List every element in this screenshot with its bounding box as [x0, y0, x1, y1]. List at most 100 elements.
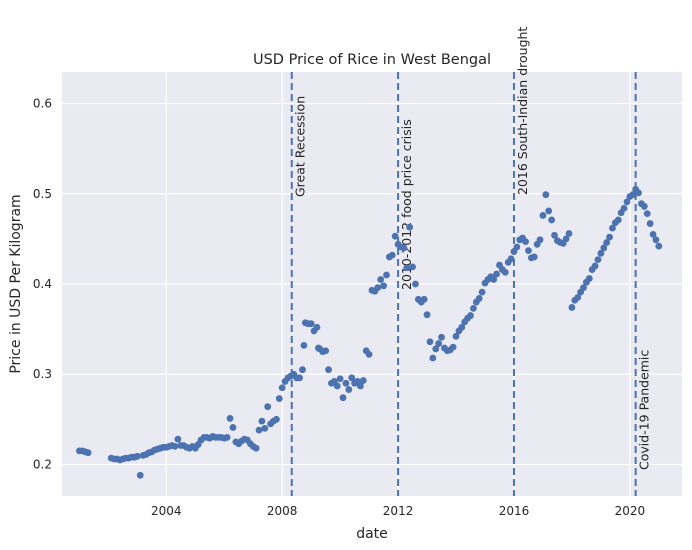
data-point	[609, 224, 616, 232]
data-point	[255, 426, 263, 434]
data-point	[307, 320, 315, 328]
data-point	[226, 415, 234, 422]
data-point	[551, 231, 558, 239]
x-tick-label: 2004	[151, 504, 182, 518]
data-point	[339, 394, 347, 402]
data-point	[594, 256, 602, 264]
data-point	[649, 230, 657, 238]
data-point	[501, 268, 509, 276]
data-point	[423, 311, 431, 319]
data-point	[278, 384, 286, 392]
data-point	[357, 382, 364, 390]
data-point	[513, 243, 521, 251]
data-point	[409, 263, 416, 271]
data-point	[383, 271, 390, 279]
data-point	[539, 212, 547, 219]
data-point	[614, 216, 622, 224]
event-label: Great Recession	[293, 96, 308, 197]
data-point	[426, 338, 434, 346]
x-tick-label: 2020	[615, 504, 646, 518]
data-point	[507, 255, 515, 263]
data-point	[548, 216, 556, 224]
data-point	[296, 374, 303, 382]
event-label: Covid-19 Pandemic	[637, 350, 652, 470]
x-tick-label: 2012	[383, 504, 414, 518]
data-point	[388, 251, 396, 259]
y-tick-label: 0.5	[33, 187, 52, 201]
data-point	[345, 386, 353, 393]
y-tick-label: 0.3	[33, 367, 52, 381]
data-point	[377, 276, 385, 283]
data-point	[272, 415, 280, 423]
data-point	[580, 284, 587, 292]
data-point	[643, 210, 651, 218]
data-point	[591, 262, 599, 270]
data-point	[342, 379, 350, 387]
data-point	[406, 223, 414, 231]
x-tick-label: 2008	[267, 504, 298, 518]
chart-title: USD Price of Rice in West Bengal	[253, 52, 491, 68]
data-point	[336, 375, 344, 383]
data-point	[585, 275, 593, 282]
data-point	[542, 191, 550, 199]
data-point	[133, 452, 141, 460]
data-point	[600, 244, 608, 252]
data-point	[400, 244, 408, 252]
data-point	[380, 282, 387, 290]
data-point	[229, 424, 237, 431]
data-point	[223, 433, 231, 441]
data-point	[325, 366, 332, 374]
data-point	[640, 203, 648, 210]
data-point	[348, 374, 356, 382]
data-point	[452, 332, 460, 340]
data-point	[435, 340, 443, 347]
data-point	[365, 350, 373, 358]
data-point	[458, 323, 466, 331]
x-axis-ticks: 2004 2008 2012 2016 2020	[151, 504, 645, 518]
data-point	[258, 417, 266, 425]
data-point	[299, 366, 306, 374]
data-point	[322, 347, 330, 355]
data-point	[493, 270, 500, 278]
x-tick-label: 2016	[499, 504, 530, 518]
data-point	[574, 294, 582, 301]
data-point	[565, 230, 573, 237]
data-point	[374, 284, 382, 292]
data-point	[629, 191, 637, 199]
data-point	[475, 295, 483, 302]
data-point	[84, 449, 92, 457]
data-point	[603, 239, 611, 246]
data-point	[522, 238, 529, 246]
data-point	[545, 207, 553, 215]
data-point	[655, 242, 663, 250]
data-point	[412, 280, 419, 288]
data-point	[530, 253, 538, 261]
data-point	[275, 395, 283, 402]
y-tick-label: 0.4	[33, 277, 52, 291]
data-point	[646, 220, 654, 227]
data-point	[478, 288, 486, 296]
data-point	[562, 235, 570, 243]
data-point	[420, 295, 428, 303]
data-point	[391, 232, 399, 240]
event-label: 2016 South-Indian drought	[515, 27, 530, 195]
data-point	[313, 323, 321, 331]
data-point	[429, 354, 437, 362]
data-point	[536, 236, 544, 244]
data-point	[252, 444, 260, 452]
data-point	[597, 249, 605, 257]
data-point	[333, 382, 341, 390]
data-point	[403, 264, 411, 272]
data-point	[525, 247, 532, 255]
data-point	[467, 312, 474, 319]
data-point	[620, 204, 628, 212]
data-point	[470, 304, 477, 312]
y-tick-label: 0.6	[33, 97, 52, 111]
data-point	[264, 403, 272, 411]
data-point	[438, 333, 445, 341]
event-markers: Great Recession 2010-2012 food price cris…	[290, 27, 652, 496]
data-point	[606, 233, 613, 241]
data-point	[490, 276, 498, 283]
data-point	[568, 304, 576, 311]
